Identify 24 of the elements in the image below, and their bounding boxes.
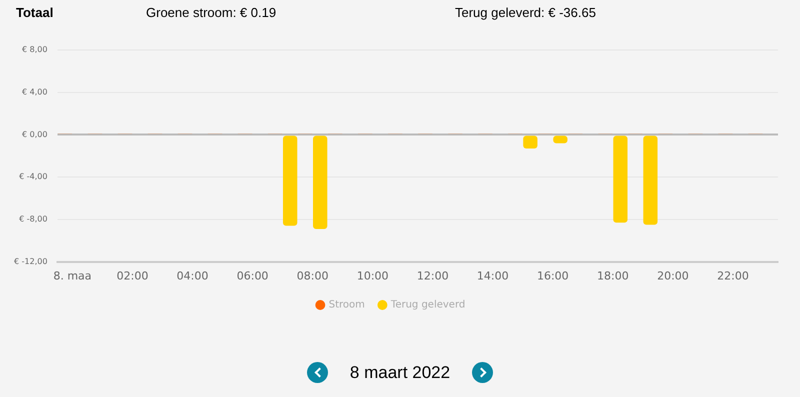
legend-label: Terug geleverd <box>390 300 466 311</box>
y-tick-label: € 4,00 <box>22 87 48 96</box>
legend-label: Stroom <box>328 300 365 311</box>
x-tick-label: 06:00 <box>236 269 268 282</box>
y-tick-label: € -12,00 <box>14 256 48 266</box>
y-tick-label: € -4,00 <box>19 172 48 182</box>
x-tick-label: 02:00 <box>116 269 148 282</box>
chart-title: Totaal <box>16 5 54 20</box>
y-tick-label: € -8,00 <box>19 214 48 224</box>
x-tick-label: 12:00 <box>416 269 449 282</box>
x-tick-label: 8. maa <box>53 269 92 282</box>
y-tick-label: € 0,00 <box>22 130 48 139</box>
x-tick-label: 14:00 <box>476 269 509 282</box>
x-tick-label: 20:00 <box>657 269 689 282</box>
text: Groene stroom: € 0.19 <box>146 5 276 20</box>
x-tick-label: 08:00 <box>296 269 328 282</box>
x-tick-label: 22:00 <box>717 269 749 282</box>
text: 8 maart 2022 <box>350 362 450 382</box>
y-tick-label: € 8,00 <box>22 45 48 54</box>
x-tick-label: 18:00 <box>597 269 629 282</box>
text: Terug geleverd: € -36.65 <box>455 5 596 20</box>
x-tick-label: 04:00 <box>176 269 208 282</box>
x-tick-label: 10:00 <box>356 269 389 282</box>
x-tick-label: 16:00 <box>536 269 569 282</box>
